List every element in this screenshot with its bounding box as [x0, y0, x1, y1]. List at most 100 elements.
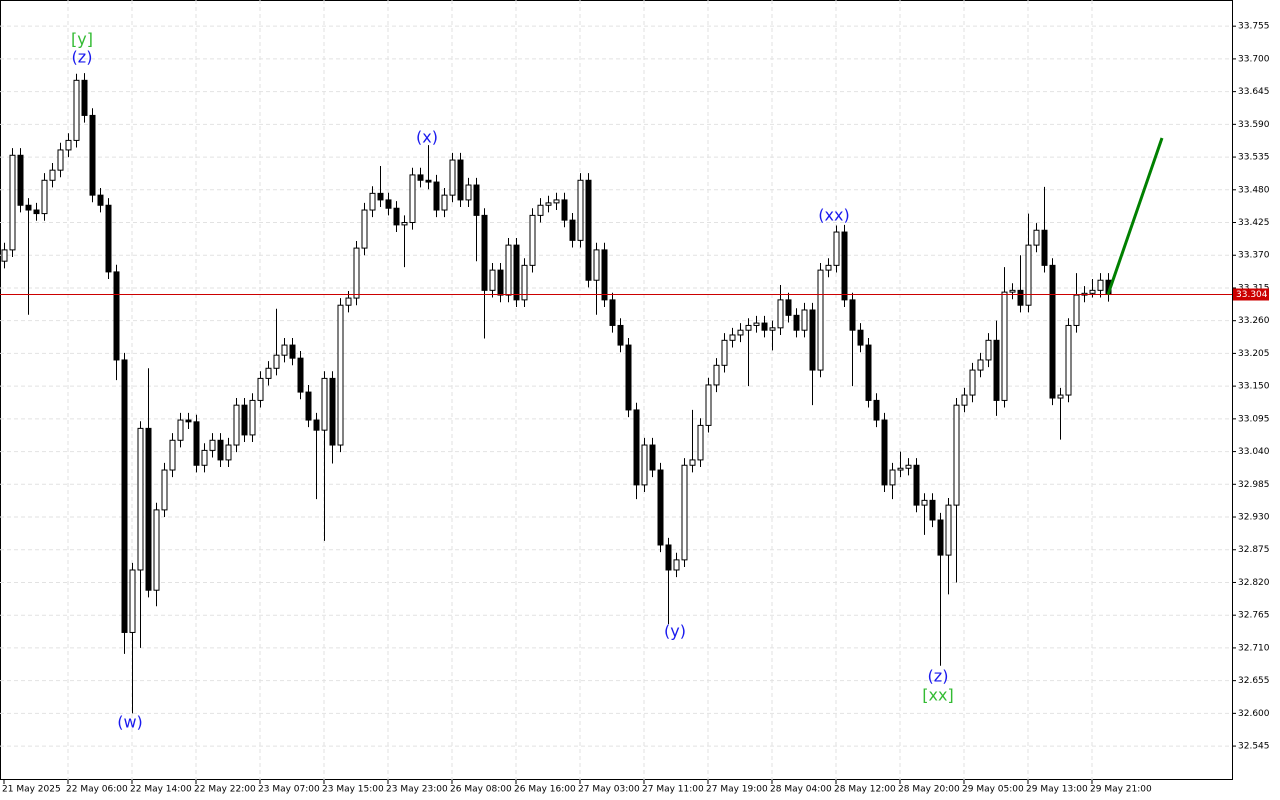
candle-body [553, 199, 560, 204]
x-tick-label: 29 May 05:00 [962, 785, 1024, 795]
candle-body [361, 209, 368, 249]
x-tick-label: 22 May 22:00 [194, 785, 256, 795]
candle-body [969, 369, 976, 396]
candle-body [993, 339, 1000, 401]
x-tick-label: 23 May 23:00 [386, 785, 448, 795]
candle-body [41, 179, 48, 215]
candle-body [321, 377, 328, 431]
candle-body [241, 404, 248, 436]
candle-body [329, 377, 336, 446]
candle-body [801, 309, 808, 331]
wave-label: (w) [117, 713, 143, 732]
candle-body [169, 439, 176, 471]
y-tick-label: 32.600 [1238, 709, 1270, 719]
candle-body [1025, 244, 1032, 306]
x-tick-label: 22 May 14:00 [130, 785, 192, 795]
candle-body [489, 269, 496, 291]
candle-body [1073, 294, 1080, 326]
x-tick-label: 22 May 06:00 [66, 785, 128, 795]
candle-body [1, 249, 8, 262]
candle-body [729, 334, 736, 341]
candle-body [617, 324, 624, 346]
candle-body [633, 409, 640, 486]
candle-body [609, 299, 616, 326]
candle-body [841, 231, 848, 301]
wave-label: (z) [928, 667, 949, 686]
candle-body [849, 299, 856, 331]
candle-body [1009, 289, 1016, 293]
candle-body [145, 427, 152, 591]
candle-body [673, 559, 680, 571]
candle-body [865, 344, 872, 401]
y-tick-label: 33.205 [1238, 349, 1270, 359]
candle-body [505, 244, 512, 296]
y-tick-label: 33.040 [1238, 447, 1270, 457]
candle-body [601, 249, 608, 301]
candle-body [17, 154, 24, 206]
candle-body [57, 149, 64, 171]
candle-body [65, 139, 72, 151]
x-tick-label: 29 May 21:00 [1090, 785, 1152, 795]
candle-body [425, 179, 432, 183]
candle-body [577, 179, 584, 241]
candle-body [593, 249, 600, 281]
candle-body [785, 299, 792, 316]
candle-body [545, 202, 552, 206]
y-tick-label: 33.755 [1238, 22, 1270, 32]
y-tick-label: 32.930 [1238, 513, 1270, 523]
candle-body [777, 299, 784, 329]
candle-body [25, 204, 32, 211]
candle-body [537, 204, 544, 216]
candle-body [529, 214, 536, 266]
candle-body [305, 391, 312, 421]
y-tick-label: 33.370 [1238, 251, 1270, 261]
candle-body [1017, 289, 1024, 306]
candle-body [641, 444, 648, 486]
x-tick-label: 27 May 19:00 [706, 785, 768, 795]
candle-body [73, 79, 80, 141]
candle-body [689, 459, 696, 466]
candle-body [137, 427, 144, 571]
candle-body [881, 419, 888, 486]
candle-body [1097, 279, 1104, 291]
candle-body [185, 419, 192, 423]
x-tick-label: 23 May 15:00 [322, 785, 384, 795]
candle-body [625, 344, 632, 411]
wave-label: (y) [664, 622, 686, 641]
x-tick-label: 28 May 20:00 [898, 785, 960, 795]
y-tick-label: 33.260 [1238, 316, 1270, 326]
candle-body [345, 297, 352, 306]
x-tick-label: 28 May 12:00 [834, 785, 896, 795]
candle-body [929, 499, 936, 521]
candle-body [377, 192, 384, 201]
candle-body [961, 394, 968, 406]
candle-body [825, 264, 832, 271]
candle-body [473, 184, 480, 216]
y-tick-label: 33.095 [1238, 414, 1270, 424]
y-tick-label: 32.820 [1238, 578, 1270, 588]
candle-body [761, 322, 768, 331]
candle-body [1033, 229, 1040, 246]
candle-body [561, 199, 568, 221]
candle-body [737, 329, 744, 336]
y-tick-label: 32.985 [1238, 480, 1270, 490]
y-tick-label: 33.150 [1238, 382, 1270, 392]
candle-body [193, 421, 200, 466]
candle-body [753, 322, 760, 326]
candle-body [1089, 289, 1096, 294]
candle-body [1001, 291, 1008, 401]
candle-body [817, 269, 824, 371]
x-tick-label: 26 May 08:00 [450, 785, 512, 795]
candle-body [385, 199, 392, 209]
candle-body [937, 519, 944, 556]
x-tick-label: 27 May 11:00 [642, 785, 704, 795]
candle-body [369, 192, 376, 211]
candle-body [1065, 324, 1072, 396]
x-tick-label: 27 May 03:00 [578, 785, 640, 795]
candle-body [209, 439, 216, 451]
candle-body [97, 194, 104, 206]
candle-body [945, 504, 952, 556]
current-price-label: 33.304 [1236, 290, 1268, 300]
candle-body [713, 364, 720, 386]
